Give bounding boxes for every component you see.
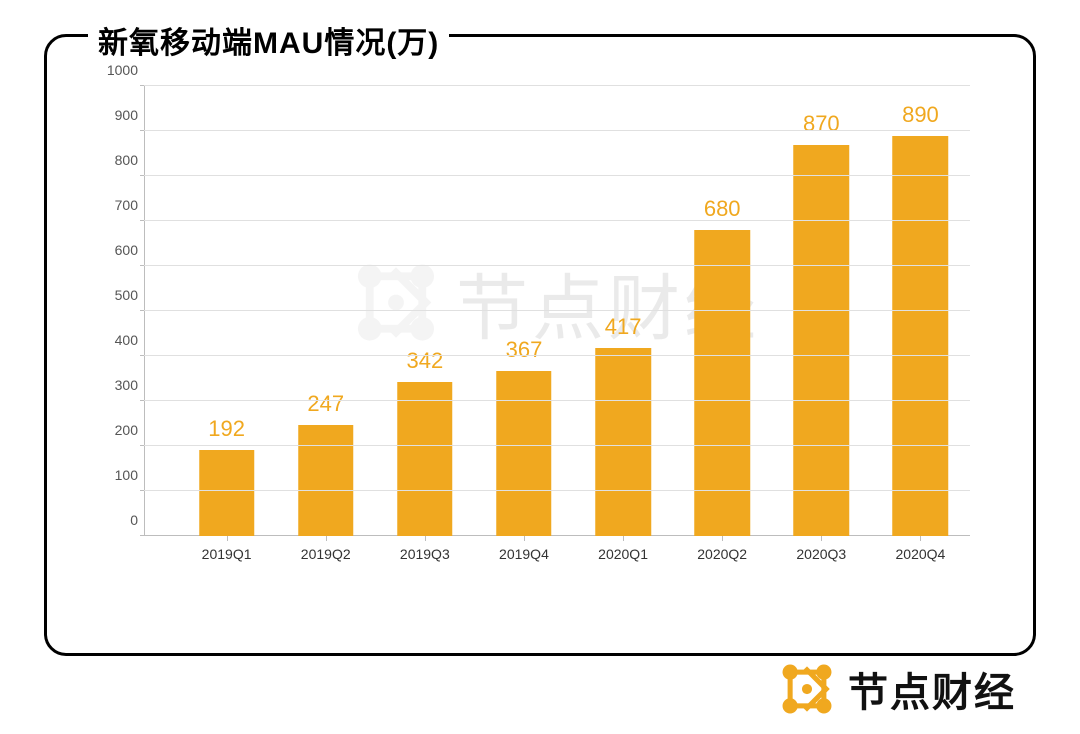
brand-footer: 节点财经 — [772, 656, 1024, 722]
y-tick — [140, 85, 144, 86]
bar-value-label: 680 — [704, 196, 741, 222]
y-axis-label: 500 — [90, 287, 138, 303]
x-tick — [821, 536, 822, 541]
x-axis-label: 2019Q1 — [202, 546, 252, 562]
gridline — [144, 265, 970, 266]
gridline — [144, 310, 970, 311]
y-tick — [140, 490, 144, 491]
brand-text: 节点财经 — [848, 660, 1016, 718]
x-tick — [425, 536, 426, 541]
gridline — [144, 400, 970, 401]
y-tick — [140, 310, 144, 311]
bar-value-label: 367 — [506, 337, 543, 363]
x-axis-label: 2019Q4 — [499, 546, 549, 562]
gridline — [144, 355, 970, 356]
y-tick — [140, 265, 144, 266]
x-tick — [623, 536, 624, 541]
chart-area: 节点财经 1922019Q12472019Q23422019Q33672019Q… — [90, 56, 970, 572]
y-axis-label: 200 — [90, 422, 138, 438]
y-tick — [140, 175, 144, 176]
gridline — [144, 85, 970, 86]
x-axis-label: 2019Q3 — [400, 546, 450, 562]
bar — [893, 136, 949, 537]
y-axis-label: 900 — [90, 107, 138, 123]
bar — [496, 371, 552, 536]
x-axis-label: 2020Q2 — [697, 546, 747, 562]
x-axis-label: 2020Q3 — [796, 546, 846, 562]
y-axis-label: 800 — [90, 152, 138, 168]
bar-value-label: 342 — [406, 348, 443, 374]
brand-logo-icon — [780, 662, 834, 716]
bar — [595, 348, 651, 536]
bar-value-label: 417 — [605, 314, 642, 340]
gridline — [144, 175, 970, 176]
x-tick — [920, 536, 921, 541]
bar-value-label: 890 — [902, 102, 939, 128]
bar — [794, 145, 850, 537]
y-tick — [140, 130, 144, 131]
bars-container: 1922019Q12472019Q23422019Q33672019Q44172… — [144, 86, 970, 536]
bar-value-label: 870 — [803, 111, 840, 137]
y-axis-label: 1000 — [90, 62, 138, 78]
x-tick — [524, 536, 525, 541]
y-tick — [140, 355, 144, 356]
x-tick — [326, 536, 327, 541]
y-tick — [140, 220, 144, 221]
x-axis-label: 2020Q4 — [896, 546, 946, 562]
gridline — [144, 445, 970, 446]
gridline — [144, 130, 970, 131]
x-axis-label: 2019Q2 — [301, 546, 351, 562]
x-tick — [227, 536, 228, 541]
gridline — [144, 490, 970, 491]
x-tick — [722, 536, 723, 541]
y-tick — [140, 400, 144, 401]
y-axis-label: 400 — [90, 332, 138, 348]
y-axis-label: 600 — [90, 242, 138, 258]
bar — [397, 382, 453, 536]
gridline — [144, 220, 970, 221]
bar — [298, 425, 354, 536]
bar-value-label: 247 — [307, 391, 344, 417]
x-axis-label: 2020Q1 — [598, 546, 648, 562]
y-axis-label: 300 — [90, 377, 138, 393]
y-axis-label: 100 — [90, 467, 138, 483]
bar — [199, 450, 255, 536]
y-axis-label: 700 — [90, 197, 138, 213]
plot-area: 节点财经 1922019Q12472019Q23422019Q33672019Q… — [144, 86, 970, 536]
y-axis-label: 0 — [90, 512, 138, 528]
y-tick — [140, 445, 144, 446]
chart-card: 新氧移动端MAU情况(万) — [0, 0, 1080, 734]
bar-value-label: 192 — [208, 416, 245, 442]
y-tick — [140, 535, 144, 536]
